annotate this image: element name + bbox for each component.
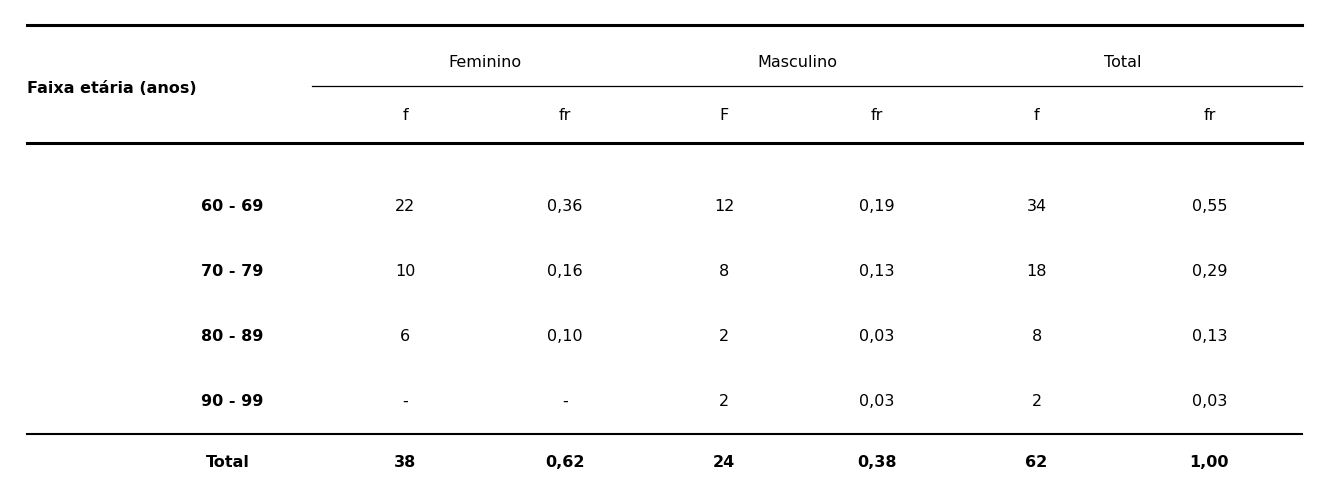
- Text: 0,10: 0,10: [548, 328, 582, 344]
- Text: 0,03: 0,03: [860, 393, 894, 408]
- Text: 2: 2: [719, 393, 730, 408]
- Text: 62: 62: [1026, 454, 1047, 469]
- Text: f: f: [403, 108, 408, 123]
- Text: fr: fr: [1203, 108, 1216, 123]
- Text: 0,36: 0,36: [548, 199, 582, 214]
- Text: 2: 2: [719, 328, 730, 344]
- Text: 8: 8: [719, 264, 730, 279]
- Text: 18: 18: [1026, 264, 1047, 279]
- Text: f: f: [1034, 108, 1039, 123]
- Text: 6: 6: [400, 328, 411, 344]
- Text: Faixa etária (anos): Faixa etária (anos): [27, 81, 197, 96]
- Text: 0,38: 0,38: [857, 454, 897, 469]
- Text: 34: 34: [1026, 199, 1047, 214]
- Text: 12: 12: [714, 199, 735, 214]
- Text: 8: 8: [1031, 328, 1042, 344]
- Text: 1,00: 1,00: [1189, 454, 1229, 469]
- Text: F: F: [720, 108, 728, 123]
- Text: 0,16: 0,16: [548, 264, 582, 279]
- Text: 24: 24: [714, 454, 735, 469]
- Text: 22: 22: [395, 199, 416, 214]
- Text: fr: fr: [870, 108, 884, 123]
- Text: 0,03: 0,03: [1192, 393, 1227, 408]
- Text: 38: 38: [395, 454, 416, 469]
- Text: fr: fr: [558, 108, 571, 123]
- Text: 10: 10: [395, 264, 416, 279]
- Text: 0,29: 0,29: [1192, 264, 1227, 279]
- Text: 0,03: 0,03: [860, 328, 894, 344]
- Text: 0,62: 0,62: [545, 454, 585, 469]
- Text: 2: 2: [1031, 393, 1042, 408]
- Text: 0,55: 0,55: [1192, 199, 1227, 214]
- Text: 80 - 89: 80 - 89: [202, 328, 263, 344]
- Text: -: -: [562, 393, 567, 408]
- Text: 90 - 99: 90 - 99: [202, 393, 263, 408]
- Text: 0,13: 0,13: [1192, 328, 1227, 344]
- Text: Masculino: Masculino: [758, 55, 837, 70]
- Text: Feminino: Feminino: [448, 55, 522, 70]
- Text: 70 - 79: 70 - 79: [202, 264, 263, 279]
- Text: Total: Total: [1104, 55, 1142, 70]
- Text: Total: Total: [206, 454, 250, 469]
- Text: 0,13: 0,13: [860, 264, 894, 279]
- Text: 60 - 69: 60 - 69: [202, 199, 263, 214]
- Text: 0,19: 0,19: [860, 199, 894, 214]
- Text: -: -: [403, 393, 408, 408]
